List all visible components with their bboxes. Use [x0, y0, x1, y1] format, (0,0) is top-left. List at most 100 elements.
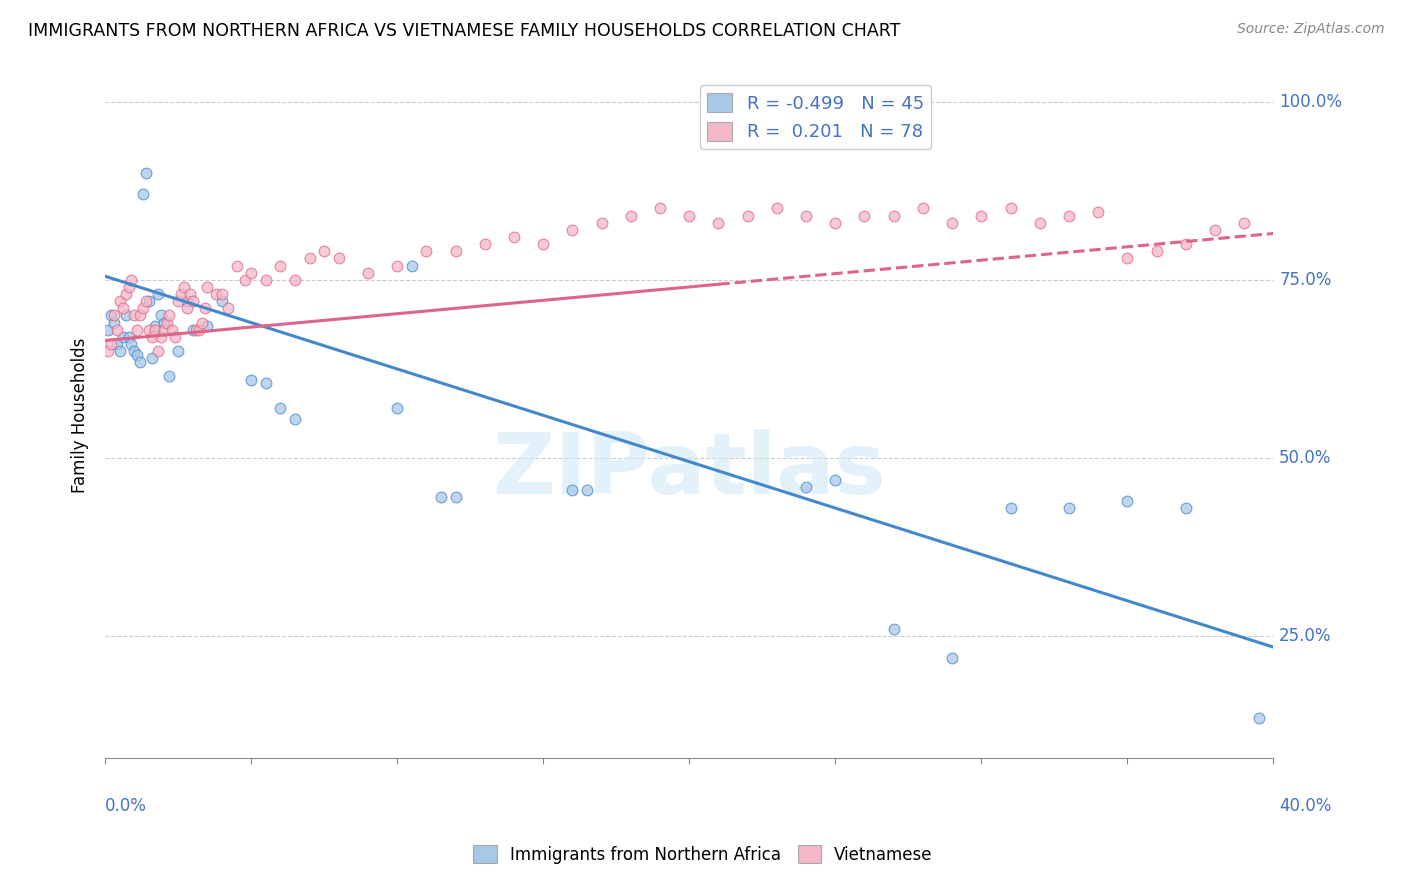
- Text: 40.0%: 40.0%: [1279, 797, 1331, 814]
- Point: [105, 323, 128, 337]
- Text: 25.0%: 25.0%: [1279, 627, 1331, 646]
- Point: [141, 330, 163, 344]
- Point: [138, 323, 160, 337]
- Point: [159, 309, 181, 323]
- Point: [103, 316, 125, 330]
- Point: [184, 323, 207, 337]
- Point: [135, 294, 157, 309]
- Point: [143, 323, 166, 337]
- Point: [165, 330, 187, 344]
- Point: [159, 369, 181, 384]
- Point: [97, 344, 120, 359]
- Point: [1000, 202, 1022, 216]
- Point: [167, 294, 190, 309]
- Point: [1247, 711, 1270, 725]
- Point: [211, 294, 233, 309]
- Point: [1146, 244, 1168, 259]
- Point: [474, 237, 496, 252]
- Point: [1087, 205, 1109, 219]
- Point: [111, 301, 134, 316]
- Point: [254, 376, 277, 391]
- Point: [561, 483, 583, 498]
- Point: [217, 301, 239, 316]
- Point: [503, 230, 526, 244]
- Point: [105, 337, 128, 351]
- Point: [240, 373, 263, 387]
- Point: [430, 491, 453, 505]
- Point: [1116, 494, 1139, 508]
- Point: [444, 491, 467, 505]
- Point: [124, 309, 146, 323]
- Point: [401, 259, 423, 273]
- Text: ZIPatlas: ZIPatlas: [492, 428, 886, 512]
- Point: [766, 202, 789, 216]
- Point: [824, 216, 846, 230]
- Point: [1174, 501, 1197, 516]
- Point: [883, 622, 905, 636]
- Point: [97, 323, 120, 337]
- Point: [108, 344, 131, 359]
- Point: [205, 287, 228, 301]
- Point: [269, 259, 291, 273]
- Point: [132, 187, 155, 202]
- Text: 75.0%: 75.0%: [1279, 271, 1331, 289]
- Point: [1057, 209, 1080, 223]
- Legend: R = -0.499   N = 45, R =  0.201   N = 78: R = -0.499 N = 45, R = 0.201 N = 78: [700, 86, 931, 149]
- Point: [1233, 216, 1256, 230]
- Point: [853, 209, 876, 223]
- Point: [591, 216, 613, 230]
- Point: [941, 650, 963, 665]
- Point: [1000, 501, 1022, 516]
- Point: [254, 273, 277, 287]
- Point: [240, 266, 263, 280]
- Point: [444, 244, 467, 259]
- Point: [173, 280, 195, 294]
- Point: [179, 287, 201, 301]
- Point: [269, 401, 291, 416]
- Point: [387, 259, 409, 273]
- Point: [135, 166, 157, 180]
- Point: [187, 323, 209, 337]
- Point: [620, 209, 643, 223]
- Point: [1174, 237, 1197, 252]
- Point: [138, 294, 160, 309]
- Point: [141, 351, 163, 366]
- Point: [132, 301, 155, 316]
- Point: [146, 287, 169, 301]
- Point: [167, 344, 190, 359]
- Point: [1204, 223, 1226, 237]
- Point: [127, 348, 149, 362]
- Point: [114, 287, 136, 301]
- Point: [114, 309, 136, 323]
- Point: [1116, 252, 1139, 266]
- Point: [190, 316, 212, 330]
- Point: [561, 223, 583, 237]
- Point: [162, 323, 184, 337]
- Point: [121, 273, 143, 287]
- Point: [152, 323, 174, 337]
- Point: [176, 301, 198, 316]
- Point: [100, 337, 122, 351]
- Point: [648, 202, 671, 216]
- Point: [387, 401, 409, 416]
- Point: [314, 244, 336, 259]
- Point: [794, 209, 817, 223]
- Point: [108, 294, 131, 309]
- Point: [883, 209, 905, 223]
- Point: [193, 301, 215, 316]
- Text: IMMIGRANTS FROM NORTHERN AFRICA VS VIETNAMESE FAMILY HOUSEHOLDS CORRELATION CHAR: IMMIGRANTS FROM NORTHERN AFRICA VS VIETN…: [28, 22, 900, 40]
- Point: [117, 330, 139, 344]
- Legend: Immigrants from Northern Africa, Vietnamese: Immigrants from Northern Africa, Vietnam…: [467, 838, 939, 871]
- Point: [129, 355, 152, 369]
- Point: [170, 287, 193, 301]
- Point: [181, 294, 204, 309]
- Point: [127, 323, 149, 337]
- Point: [911, 202, 934, 216]
- Point: [707, 216, 730, 230]
- Y-axis label: Family Households: Family Households: [72, 338, 89, 493]
- Point: [197, 319, 219, 334]
- Point: [235, 273, 257, 287]
- Point: [328, 252, 350, 266]
- Point: [143, 319, 166, 334]
- Point: [124, 344, 146, 359]
